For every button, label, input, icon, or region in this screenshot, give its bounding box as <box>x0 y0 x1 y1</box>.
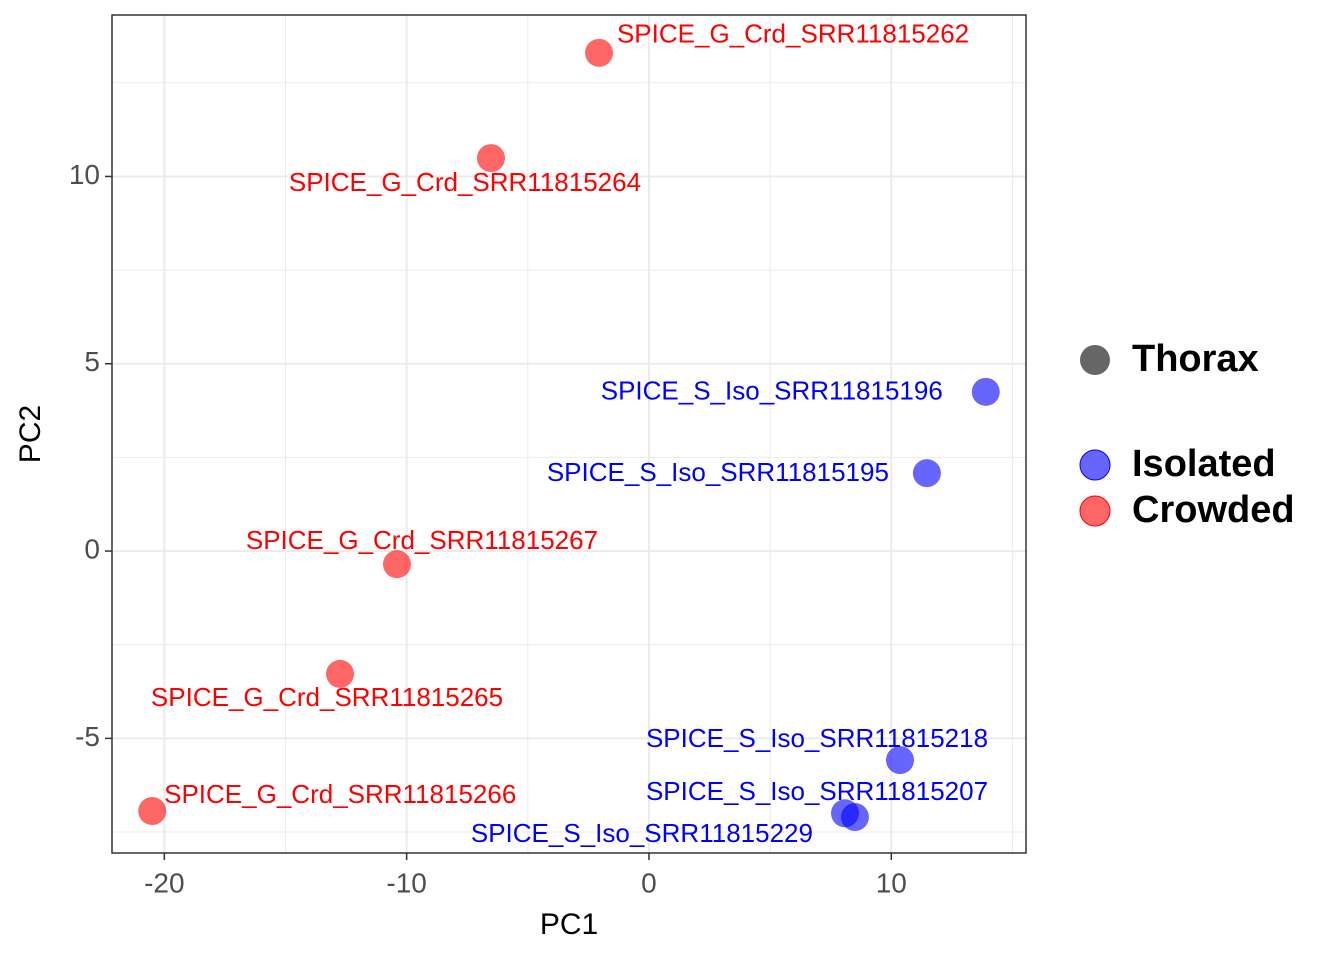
point-label: SPICE_S_Iso_SRR11815229 <box>471 818 813 848</box>
point <box>138 797 167 826</box>
x-tick-label: 0 <box>641 867 657 898</box>
y-axis-title: PC2 <box>14 405 47 463</box>
point-label: SPICE_S_Iso_SRR11815218 <box>646 723 988 753</box>
point <box>885 746 914 775</box>
legend-key <box>1079 495 1111 527</box>
point <box>971 377 1000 406</box>
plot-background <box>112 15 1026 853</box>
x-axis-title: PC1 <box>540 908 598 941</box>
legend-shape-key <box>1080 345 1110 375</box>
y-tick-label: 5 <box>84 346 100 377</box>
point-label: SPICE_G_Crd_SRR11815265 <box>151 682 503 712</box>
point-label: SPICE_G_Crd_SRR11815262 <box>617 19 969 49</box>
point-label: SPICE_S_Iso_SRR11815207 <box>646 776 988 806</box>
legend-shape-label: Thorax <box>1132 338 1259 380</box>
x-tick-label: -10 <box>386 867 426 898</box>
x-tick-label: 10 <box>876 867 907 898</box>
point <box>585 38 614 67</box>
point-label: SPICE_S_Iso_SRR11815196 <box>601 376 943 406</box>
y-tick-label: 0 <box>84 533 100 564</box>
legend-label: Isolated <box>1132 443 1276 485</box>
point <box>476 144 505 173</box>
x-tick-label: -20 <box>144 867 184 898</box>
point <box>840 803 869 832</box>
legend-key <box>1079 449 1111 481</box>
point-label: SPICE_S_Iso_SRR11815195 <box>547 457 889 487</box>
point <box>326 659 355 688</box>
y-tick-label: -5 <box>75 721 100 752</box>
point-label: SPICE_G_Crd_SRR11815266 <box>164 779 516 809</box>
point <box>382 550 411 579</box>
plot-border <box>111 14 1027 854</box>
point <box>912 459 941 488</box>
y-tick-label: 10 <box>69 159 100 190</box>
point-label: SPICE_G_Crd_SRR11815267 <box>246 525 598 555</box>
legend-label: Crowded <box>1132 489 1295 531</box>
point-label: SPICE_G_Crd_SRR11815264 <box>289 167 641 197</box>
